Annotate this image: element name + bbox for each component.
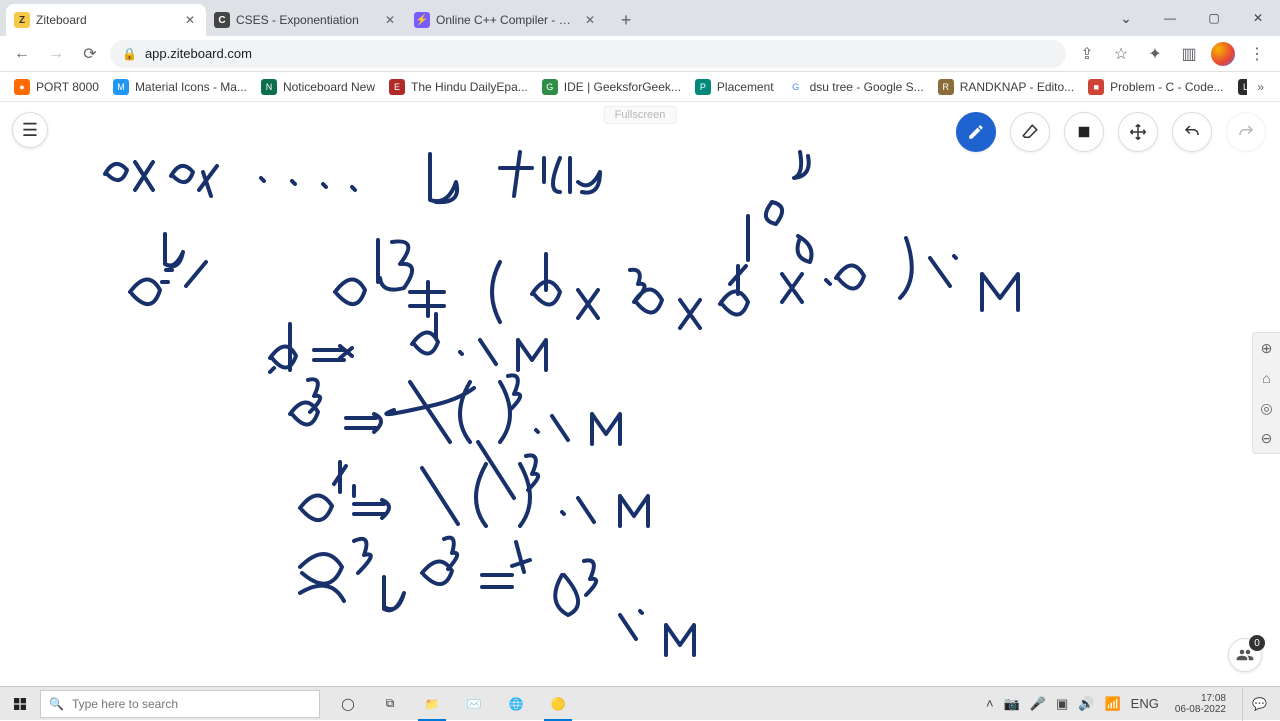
clock[interactable]: 17:08 06-08-2022 [1169,693,1232,715]
tab-strip: Z Ziteboard ✕ C CSES - Exponentiation ✕ … [0,0,1280,36]
windows-icon [12,696,28,712]
extensions-icon[interactable]: ✦ [1140,40,1170,68]
bookmark-label: IDE | GeeksforGeek... [564,80,681,94]
omnibox[interactable]: 🔒 app.ziteboard.com [110,40,1066,68]
compiler-favicon: ⚡ [414,12,430,28]
bookmark-label: Problem - C - Code... [1110,80,1223,94]
bookmark-favicon: G [788,79,804,95]
bookmark-favicon: E [389,79,405,95]
bookmark-label: Placement [717,80,774,94]
bookmarks-bar: ● PORT 8000 M Material Icons - Ma... N Notice… [0,72,1280,102]
bookmark-favicon: M [113,79,129,95]
minimize-button[interactable]: ― [1148,0,1192,36]
bookmark-item[interactable]: ■ Problem - C - Code... [1082,75,1229,99]
taskbar-search[interactable]: 🔍 Type here to search [40,690,320,718]
window-controls: ⌄ ― ▢ ✕ [1104,0,1280,36]
tab-ziteboard[interactable]: Z Ziteboard ✕ [6,4,206,36]
battery-icon[interactable]: ▣ [1056,696,1068,712]
close-window-button[interactable]: ✕ [1236,0,1280,36]
time-text: 17:08 [1175,693,1226,704]
presence-button[interactable]: 0 [1228,638,1262,672]
address-bar: ← → ⟳ 🔒 app.ziteboard.com ⇪ ☆ ✦ ▥ ⋮ [0,36,1280,72]
bookmark-item[interactable]: G IDE | GeeksforGeek... [536,75,687,99]
kebab-menu-icon[interactable]: ⋮ [1242,40,1272,68]
bookmark-label: RANDKNAP - Edito... [960,80,1074,94]
close-icon[interactable]: ✕ [582,13,598,27]
sidepanel-icon[interactable]: ▥ [1174,40,1204,68]
tab-title: Online C++ Compiler - online ed [436,13,576,27]
system-tray: ˄ 📷 🎤 ▣ 🔊 📶 ENG 17:08 06-08-2022 💬 [986,687,1280,721]
tab-cses[interactable]: C CSES - Exponentiation ✕ [206,4,406,36]
bookmark-favicon: R [938,79,954,95]
ziteboard-canvas-area: ☰ Fullscreen ⊕ ⌂ ◎ ⊖ 0 [0,102,1280,686]
bookmark-favicon: G [542,79,558,95]
lock-icon: 🔒 [122,47,137,61]
task-view-icon[interactable]: ⧉ [370,687,410,721]
bookmark-item[interactable]: E The Hindu DailyEpa... [383,75,534,99]
whiteboard-canvas[interactable] [0,102,1280,686]
bookmark-label: Material Icons - Ma... [135,80,247,94]
bookmark-label: dsu tree - Google S... [810,80,924,94]
notifications-button[interactable]: 💬 [1242,687,1276,721]
bookmark-favicon: N [261,79,277,95]
close-icon[interactable]: ✕ [182,13,198,27]
start-button[interactable] [0,687,40,721]
bookmark-label: Noticeboard New [283,80,375,94]
bookmarks-overflow[interactable]: » [1249,80,1272,94]
cses-favicon: C [214,12,230,28]
search-placeholder: Type here to search [72,697,178,711]
bookmark-item[interactable]: P Placement [689,75,780,99]
bookmark-item[interactable]: M Material Icons - Ma... [107,75,253,99]
mail-icon[interactable]: ✉️ [454,687,494,721]
maximize-button[interactable]: ▢ [1192,0,1236,36]
date-text: 06-08-2022 [1175,704,1226,715]
chrome-icon[interactable]: 🟡 [538,687,578,721]
chevron-down-icon[interactable]: ⌄ [1104,0,1148,36]
edge-icon[interactable]: 🌐 [496,687,536,721]
mic-icon[interactable]: 🎤 [1030,696,1046,712]
cortana-icon[interactable]: ◯ [328,687,368,721]
forward-button[interactable]: → [42,40,70,68]
tab-compiler[interactable]: ⚡ Online C++ Compiler - online ed ✕ [406,4,606,36]
bookmark-label: PORT 8000 [36,80,99,94]
meet-now-icon[interactable]: 📷 [1004,696,1020,712]
star-icon[interactable]: ☆ [1106,40,1136,68]
tab-title: CSES - Exponentiation [236,13,376,27]
explorer-icon[interactable]: 📁 [412,687,452,721]
close-icon[interactable]: ✕ [382,13,398,27]
tab-title: Ziteboard [36,13,176,27]
pinned-apps: ◯ ⧉ 📁 ✉️ 🌐 🟡 [328,687,578,721]
back-button[interactable]: ← [8,40,36,68]
search-icon: 🔍 [49,697,64,711]
bookmark-favicon: ■ [1088,79,1104,95]
bookmark-item[interactable]: N Noticeboard New [255,75,381,99]
tray-chevron-icon[interactable]: ˄ [986,696,994,711]
presence-badge: 0 [1249,635,1265,651]
share-icon[interactable]: ⇪ [1072,40,1102,68]
volume-icon[interactable]: 🔊 [1078,696,1094,712]
bookmark-item[interactable]: ● PORT 8000 [8,75,105,99]
lang-indicator[interactable]: ENG [1131,696,1159,711]
bookmark-label: The Hindu DailyEpa... [411,80,528,94]
new-tab-button[interactable]: + [612,6,640,34]
wifi-icon[interactable]: 📶 [1104,696,1120,712]
windows-taskbar: 🔍 Type here to search ◯ ⧉ 📁 ✉️ 🌐 🟡 ˄ 📷 🎤… [0,686,1280,720]
url-text: app.ziteboard.com [145,46,252,61]
reload-button[interactable]: ⟳ [76,40,104,68]
bookmark-item[interactable]: R RANDKNAP - Edito... [932,75,1080,99]
bookmark-favicon: P [695,79,711,95]
bookmark-favicon: L [1238,79,1248,95]
bookmark-item[interactable]: Gdsu tree - Google S... [782,75,930,99]
bookmark-item[interactable]: LContest - LeetCode... [1232,75,1248,99]
bookmark-favicon: ● [14,79,30,95]
ziteboard-favicon: Z [14,12,30,28]
avatar[interactable] [1208,40,1238,68]
